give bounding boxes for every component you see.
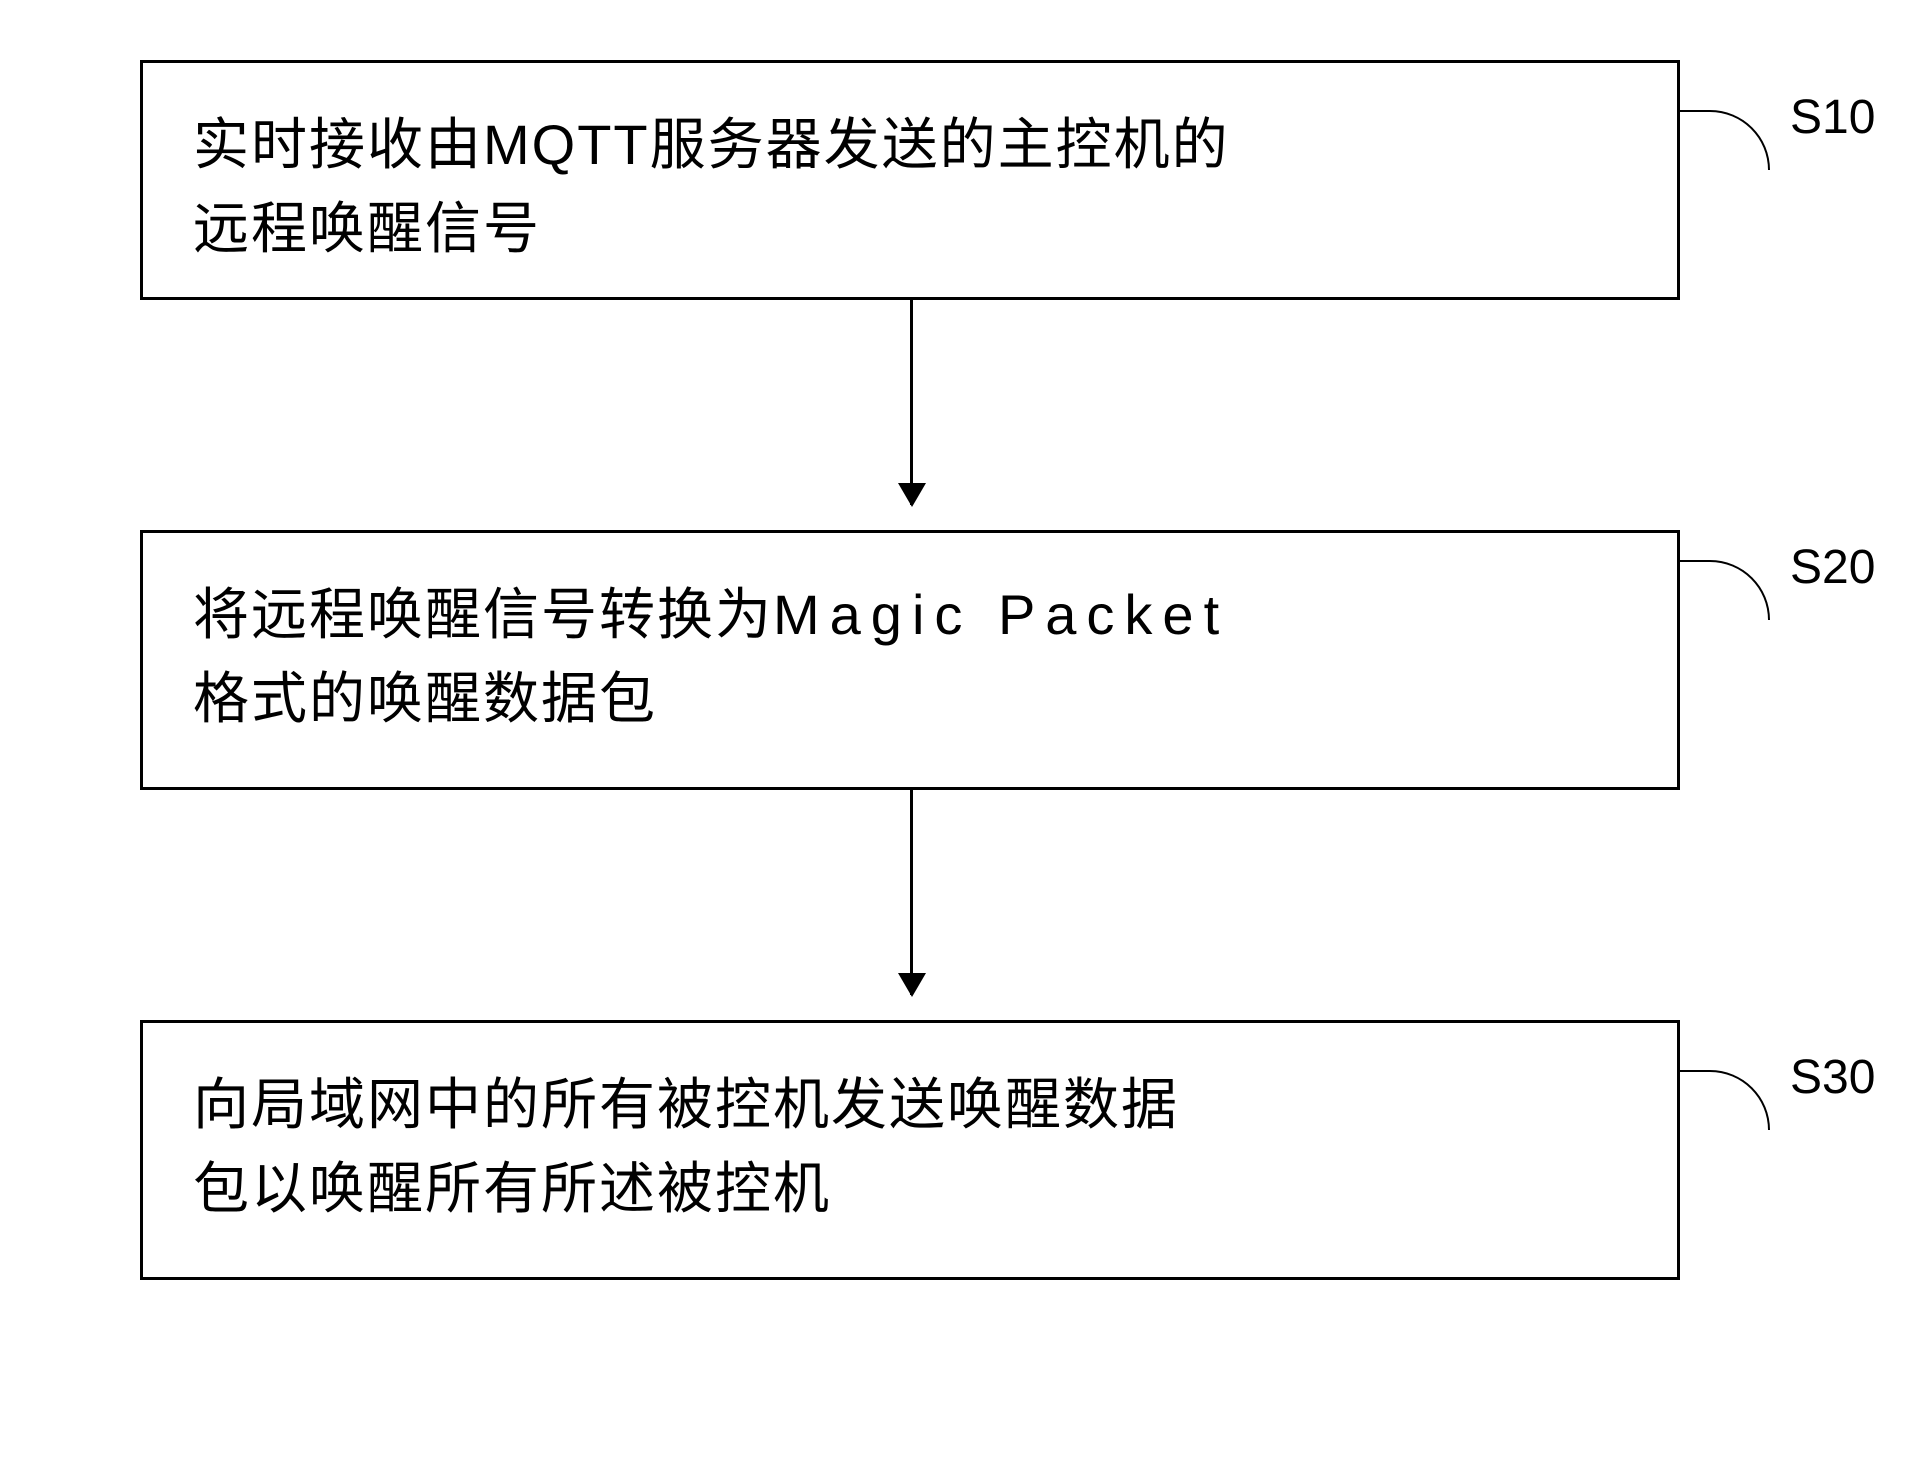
flowchart-box-s10: 实时接收由MQTT服务器发送的主控机的 远程唤醒信号 bbox=[140, 60, 1680, 300]
flowchart-box-s30: 向局域网中的所有被控机发送唤醒数据 包以唤醒所有所述被控机 bbox=[140, 1020, 1680, 1280]
s30-line1: 向局域网中的所有被控机发送唤醒数据 bbox=[193, 1073, 1179, 1136]
arrow-s20-s30 bbox=[910, 790, 913, 995]
s20-line1-latin: Magic Packet bbox=[773, 583, 1229, 646]
box-s10-text: 实时接收由MQTT服务器发送的主控机的 远程唤醒信号 bbox=[193, 103, 1627, 271]
s10-line1: 实时接收由MQTT服务器发送的主控机的 bbox=[193, 113, 1230, 176]
connector-s20 bbox=[1680, 560, 1770, 620]
box-s20-text: 将远程唤醒信号转换为Magic Packet 格式的唤醒数据包 bbox=[193, 573, 1627, 741]
s20-line1-pre: 将远程唤醒信号转换为 bbox=[193, 583, 773, 646]
s20-line2: 格式的唤醒数据包 bbox=[193, 667, 657, 730]
s10-line2: 远程唤醒信号 bbox=[193, 197, 541, 260]
flowchart-box-s20: 将远程唤醒信号转换为Magic Packet 格式的唤醒数据包 bbox=[140, 530, 1680, 790]
connector-s10 bbox=[1680, 110, 1770, 170]
box-s30-text: 向局域网中的所有被控机发送唤醒数据 包以唤醒所有所述被控机 bbox=[193, 1063, 1627, 1231]
label-s20: S20 bbox=[1790, 540, 1875, 595]
arrow-s10-s20 bbox=[910, 300, 913, 505]
label-s10: S10 bbox=[1790, 90, 1875, 145]
connector-s30 bbox=[1680, 1070, 1770, 1130]
label-s30: S30 bbox=[1790, 1050, 1875, 1105]
s30-line2: 包以唤醒所有所述被控机 bbox=[193, 1157, 831, 1220]
